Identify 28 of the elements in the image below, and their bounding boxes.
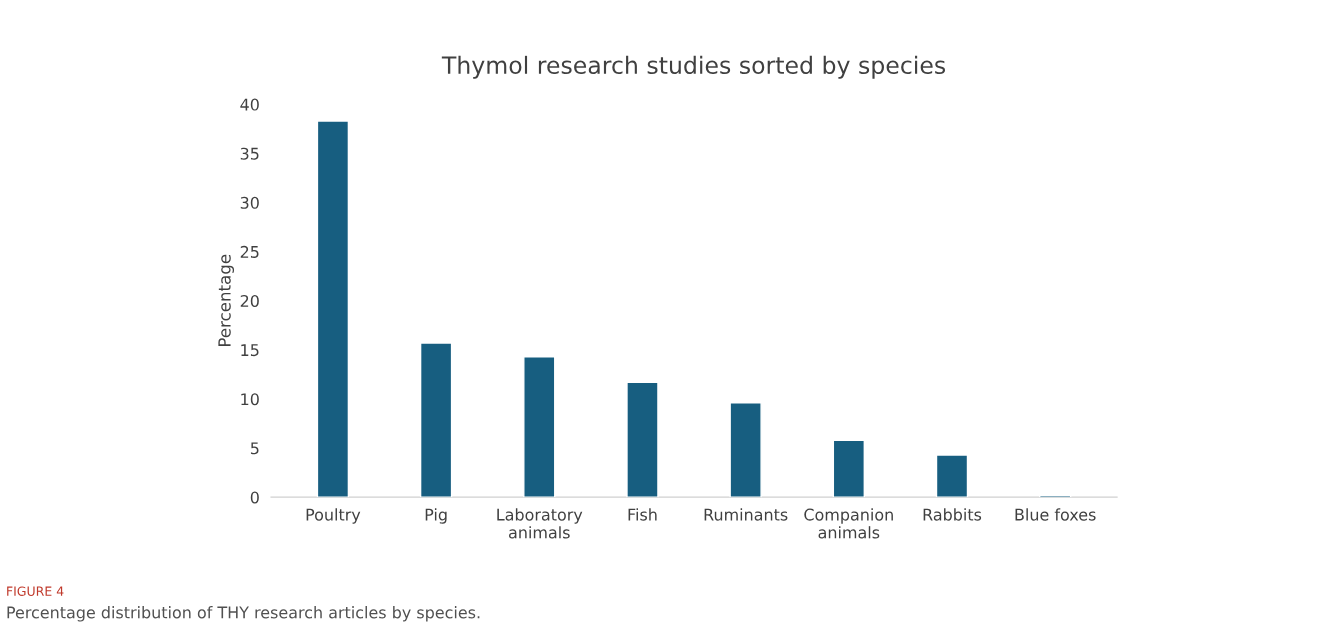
y-tick-label: 40 <box>240 98 259 111</box>
bar <box>523 356 556 498</box>
bar <box>832 439 865 498</box>
x-tick-label: Laboratory animals <box>497 508 583 539</box>
y-tick-label: 15 <box>241 344 259 357</box>
bar <box>626 381 659 498</box>
y-tick-label: 20 <box>240 294 259 308</box>
caption: FIGURE 4 <box>7 586 64 596</box>
y-tick-label: 25 <box>240 245 259 258</box>
x-tick-label: Blue foxes <box>1015 508 1096 521</box>
chart-title: Thymol research studies sorted by species <box>441 55 946 79</box>
bar <box>729 402 762 498</box>
y-axis-title: Percentage <box>218 254 235 346</box>
x-tick-label: Poultry <box>306 508 361 524</box>
x-tick-label: Rabbits <box>923 508 982 521</box>
bar <box>419 342 453 498</box>
y-tick-label: 0 <box>250 491 259 504</box>
x-tick-label: Pig <box>425 508 447 524</box>
bar <box>316 120 350 498</box>
y-tick-label: 35 <box>240 147 259 160</box>
x-tick-label: Ruminants <box>704 508 788 521</box>
x-tick-label: Fish <box>628 508 657 521</box>
y-tick-label: 5 <box>250 442 259 455</box>
y-tick-label: 30 <box>240 196 259 209</box>
bar <box>935 454 969 498</box>
y-tick-label: 10 <box>241 393 259 406</box>
text: Percentage distribution of THY research articles by species. <box>7 606 480 622</box>
x-tick-label: Companion animals <box>804 508 893 539</box>
